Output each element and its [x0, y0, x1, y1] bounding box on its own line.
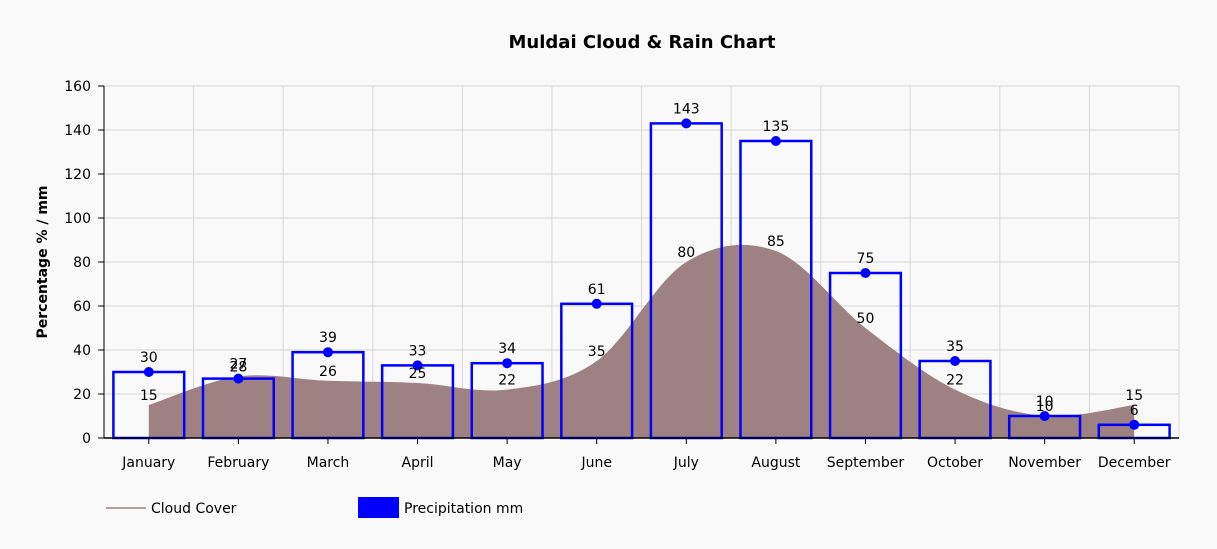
- cloud-data-label: 50: [857, 311, 875, 327]
- precip-marker[interactable]: [950, 356, 961, 366]
- cloud-data-label: 26: [319, 364, 337, 380]
- cloud-data-label: 10: [1036, 399, 1054, 415]
- y-tick-label: 160: [64, 79, 91, 95]
- precip-data-label: 34: [498, 341, 516, 357]
- x-tick-label: February: [207, 455, 269, 471]
- precip-data-label: 30: [140, 350, 158, 366]
- x-tick-label: December: [1098, 455, 1171, 471]
- cloud-data-label: 15: [140, 388, 158, 404]
- y-tick-label: 20: [73, 387, 91, 403]
- x-tick-label: August: [751, 455, 801, 471]
- cloud-data-label: 85: [767, 234, 785, 250]
- x-tick-label: November: [1008, 455, 1081, 471]
- x-tick-label: March: [307, 455, 350, 471]
- x-tick-label: July: [673, 455, 699, 471]
- legend-precip-label[interactable]: Precipitation mm: [404, 501, 523, 517]
- x-tick-label: May: [493, 455, 522, 471]
- cloud-cover-area-layer: [148, 244, 1135, 438]
- precip-marker[interactable]: [143, 367, 154, 377]
- precip-data-label: 61: [588, 282, 606, 298]
- cloud-data-label: 28: [229, 359, 247, 375]
- y-tick-label: 80: [73, 255, 91, 271]
- precip-marker[interactable]: [591, 298, 602, 309]
- precip-data-label: 10: [1036, 394, 1054, 410]
- precip-marker[interactable]: [1129, 419, 1140, 430]
- x-tick-label: October: [927, 455, 983, 471]
- x-tick-label: June: [580, 455, 612, 471]
- axes: 0 20 40 60 80 100 120 140 160 January February Marc…: [64, 79, 1179, 471]
- precip-data-label: 39: [319, 330, 337, 346]
- y-tick-label: 40: [73, 343, 91, 359]
- precip-data-label: 135: [763, 119, 790, 135]
- x-tick-label: January: [121, 455, 175, 471]
- y-tick-label: 120: [64, 167, 91, 183]
- cloud-data-label: 80: [677, 245, 695, 261]
- legend[interactable]: Cloud Cover Precipitation mm: [106, 497, 523, 518]
- y-tick-label: 0: [82, 431, 91, 447]
- precip-data-label: 27: [229, 357, 247, 373]
- precip-marker[interactable]: [860, 268, 871, 278]
- precip-marker[interactable]: [681, 118, 692, 129]
- y-tick-label: 100: [64, 211, 91, 227]
- precip-data-label: 75: [857, 251, 875, 267]
- precip-marker[interactable]: [1039, 411, 1050, 421]
- cloud-data-label: 25: [409, 366, 427, 382]
- precip-data-label: 35: [946, 339, 964, 355]
- y-tick-label: 140: [64, 123, 91, 139]
- cloud-data-label: 22: [946, 373, 964, 389]
- legend-precip-swatch: [358, 497, 399, 518]
- precip-marker[interactable]: [322, 347, 333, 358]
- precip-data-label: 6: [1130, 403, 1139, 419]
- cloud-cover-area: [148, 244, 1135, 438]
- cloud-data-label: 35: [588, 344, 606, 360]
- y-axis-label: Percentage % / mm: [35, 185, 51, 338]
- x-tick-label: April: [402, 455, 434, 471]
- precip-data-label: 143: [673, 101, 700, 117]
- x-tick-label: September: [827, 455, 905, 471]
- precip-marker[interactable]: [412, 360, 423, 371]
- chart-title: Muldai Cloud & Rain Chart: [509, 32, 776, 53]
- precip-marker[interactable]: [770, 136, 781, 146]
- cloud-data-label: 15: [1125, 388, 1143, 404]
- cloud-data-label: 22: [498, 373, 516, 389]
- precip-data-label: 33: [409, 343, 427, 359]
- y-tick-label: 60: [73, 299, 91, 315]
- legend-cloud-label[interactable]: Cloud Cover: [151, 501, 237, 517]
- precip-marker[interactable]: [502, 358, 513, 369]
- precip-marker[interactable]: [233, 373, 244, 384]
